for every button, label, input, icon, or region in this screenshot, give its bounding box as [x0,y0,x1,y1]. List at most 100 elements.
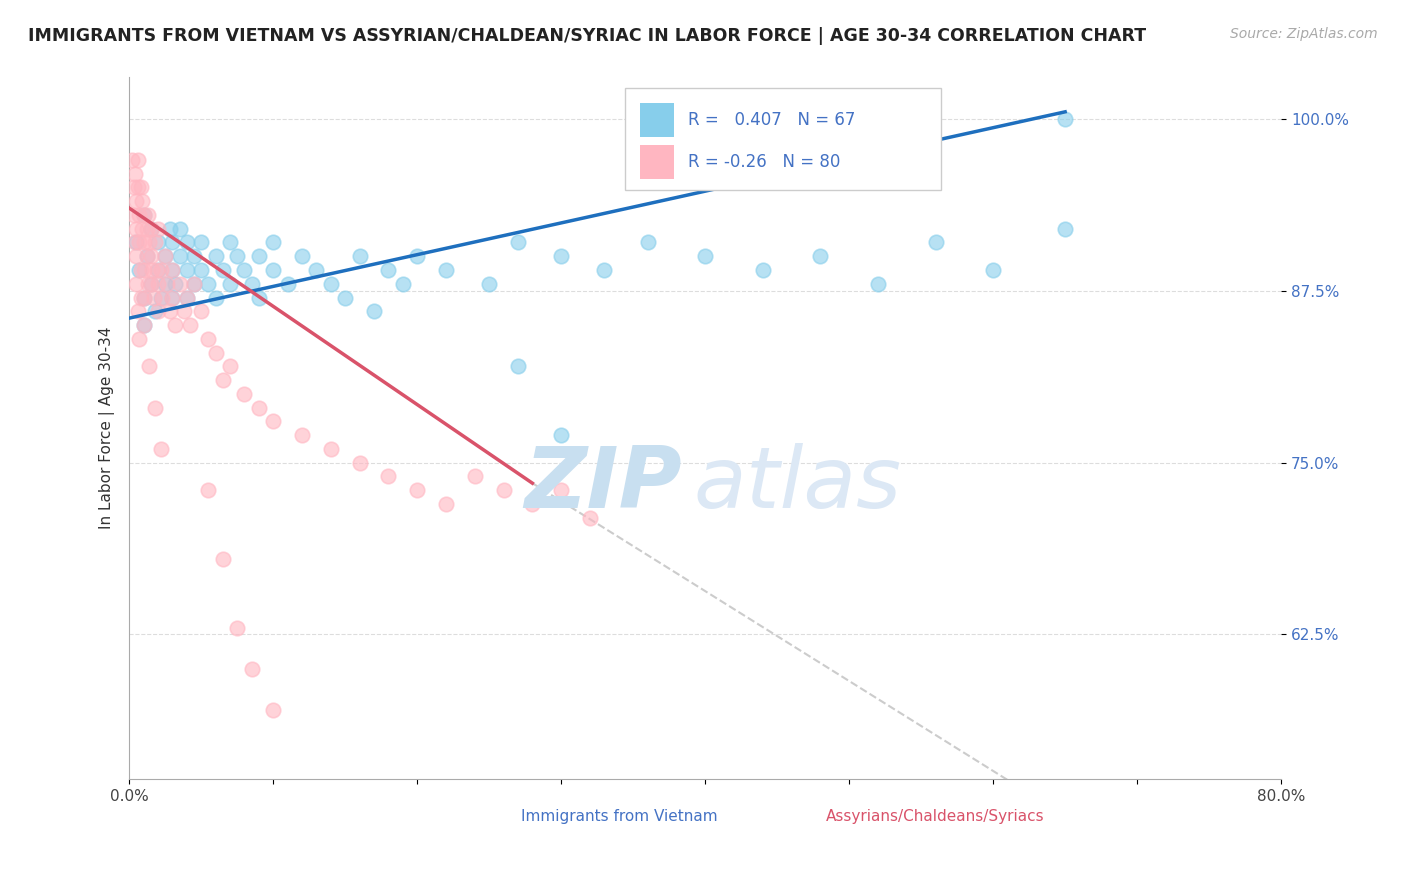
Point [305,263,328,277]
Point [125,249,148,263]
Point [135,249,157,263]
Point [406,483,429,497]
Point [183,249,205,263]
Text: IMMIGRANTS FROM VIETNAM VS ASSYRIAN/CHALDEAN/SYRIAC IN LABOR FORCE | AGE 30-34 C: IMMIGRANTS FROM VIETNAM VS ASSYRIAN/CHAL… [28,27,1146,45]
Point [550,249,572,263]
Point [145,263,167,277]
Point [924,235,946,250]
Point [277,277,299,291]
Point [136,277,159,291]
Point [129,263,152,277]
Point [127,180,149,194]
Point [247,291,270,305]
FancyBboxPatch shape [624,88,941,190]
Point [1054,112,1077,126]
Point [349,249,371,263]
Point [211,263,233,277]
Point [132,208,155,222]
Point [183,277,205,291]
Point [808,249,831,263]
Point [143,235,166,250]
Point [146,277,169,291]
Point [233,263,256,277]
Point [128,263,150,277]
Point [146,221,169,235]
Point [219,235,242,250]
Point [125,194,148,209]
Bar [486,808,512,824]
Point [146,263,169,277]
Point [127,153,149,167]
Text: Source: ZipAtlas.com: Source: ZipAtlas.com [1230,27,1378,41]
Point [131,221,153,235]
Point [135,249,157,263]
Point [204,345,226,359]
Point [165,277,187,291]
Point [132,263,155,277]
Point [226,621,249,635]
Point [1054,221,1077,235]
Point [695,249,717,263]
Point [593,263,616,277]
Point [121,153,143,167]
Point [176,235,198,250]
Text: atlas: atlas [693,442,901,525]
Point [139,221,162,235]
Point [156,277,179,291]
Point [197,483,219,497]
Point [262,414,284,428]
Point [125,277,148,291]
Point [149,291,172,305]
Point [377,263,399,277]
Point [128,235,150,250]
Point [434,497,457,511]
Point [162,263,184,277]
Bar [640,103,673,137]
Point [146,304,169,318]
Point [124,235,146,250]
Point [240,662,263,676]
Y-axis label: In Labor Force | Age 30-34: In Labor Force | Age 30-34 [100,326,115,530]
Point [128,332,150,346]
Point [136,208,159,222]
Point [319,442,342,456]
Point [169,277,191,291]
Point [155,249,177,263]
Point [197,277,219,291]
Point [139,249,162,263]
Point [162,291,184,305]
Point [155,249,177,263]
Point [637,235,659,250]
Point [162,235,184,250]
Text: Immigrants from Vietnam: Immigrants from Vietnam [520,809,717,824]
Point [176,263,198,277]
Point [138,359,160,374]
Point [132,291,155,305]
Point [183,277,205,291]
Point [211,373,233,387]
Point [219,277,242,291]
Point [139,277,162,291]
Point [506,359,529,374]
Point [122,180,145,194]
Point [247,401,270,415]
Point [176,291,198,305]
Point [162,263,184,277]
Point [173,304,195,318]
Point [522,497,544,511]
Point [159,304,181,318]
Point [141,263,163,277]
Point [262,703,284,717]
Point [124,167,146,181]
Point [211,551,233,566]
Point [132,318,155,332]
Point [406,249,429,263]
Point [129,291,152,305]
Point [377,469,399,483]
Point [139,221,162,235]
Point [169,221,191,235]
Point [291,428,314,442]
Point [233,386,256,401]
Point [146,235,169,250]
Point [550,483,572,497]
